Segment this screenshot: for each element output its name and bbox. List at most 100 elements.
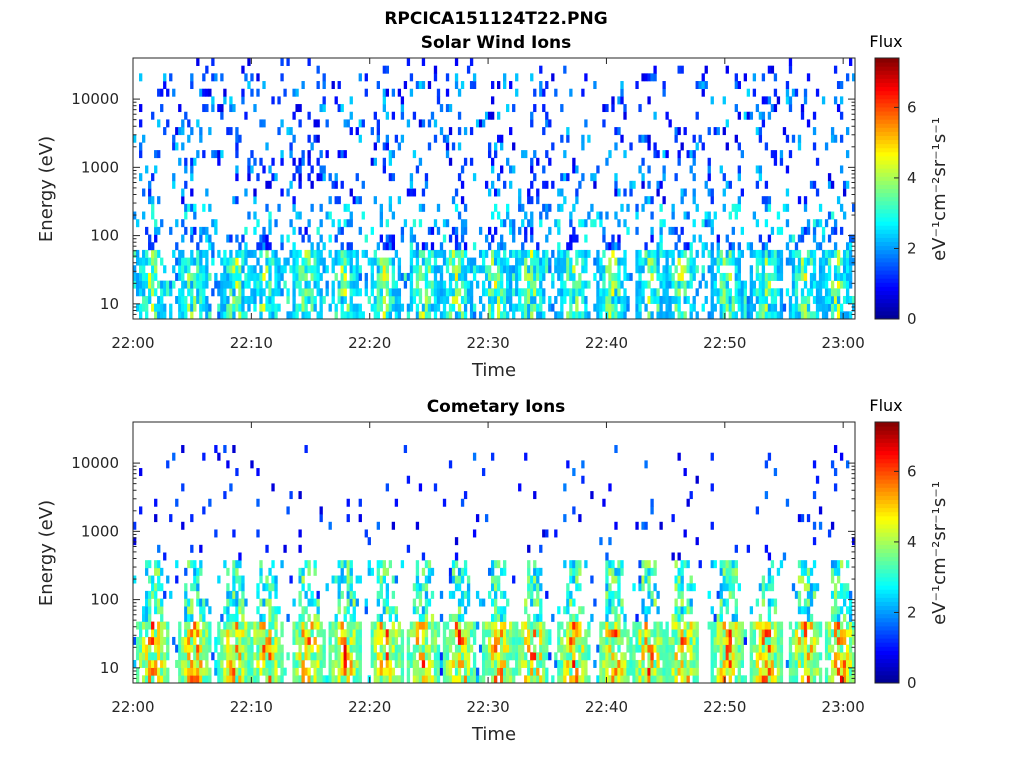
heatmap-cell: [136, 280, 140, 289]
heatmap-cell: [148, 272, 152, 281]
heatmap-cell: [226, 257, 230, 266]
heatmap-cell: [295, 621, 299, 630]
heatmap-cell: [148, 652, 152, 661]
heatmap-cell: [530, 583, 534, 592]
heatmap-cell: [689, 150, 693, 159]
heatmap-cell: [689, 652, 693, 661]
heatmap-cell: [635, 203, 639, 212]
heatmap-cell: [644, 629, 648, 638]
heatmap-cell: [457, 111, 462, 120]
heatmap-cell: [794, 288, 799, 297]
heatmap-cell: [818, 257, 823, 266]
heatmap-cell: [812, 521, 817, 530]
heatmap-cell: [205, 675, 209, 684]
heatmap-cell: [602, 119, 606, 128]
heatmap-cell: [454, 280, 459, 289]
colorbar-segment: [875, 282, 899, 287]
heatmap-cell: [289, 575, 293, 584]
heatmap-cell: [223, 249, 227, 258]
heatmap-cell: [385, 142, 390, 151]
heatmap-cell: [617, 288, 621, 297]
heatmap-cell: [250, 460, 254, 469]
heatmap-cell: [731, 583, 735, 592]
heatmap-cell: [343, 629, 347, 638]
heatmap-cell: [692, 173, 696, 182]
heatmap-cell: [719, 590, 723, 599]
heatmap-cell: [563, 280, 567, 289]
heatmap-cell: [184, 636, 188, 645]
heatmap-cell: [725, 288, 729, 297]
heatmap-cell: [497, 134, 501, 143]
heatmap-cell: [605, 157, 609, 166]
heatmap-cell: [346, 303, 350, 312]
heatmap-cell: [788, 249, 793, 258]
heatmap-cell: [566, 583, 570, 592]
heatmap-cell: [767, 675, 772, 684]
heatmap-cell: [349, 127, 353, 136]
heatmap-cell: [418, 644, 423, 653]
heatmap-cell: [466, 621, 471, 630]
heatmap-cell: [223, 644, 227, 653]
heatmap-cell: [731, 226, 735, 235]
heatmap-cell: [490, 598, 495, 607]
heatmap-cell: [421, 675, 426, 684]
heatmap-cell: [770, 598, 775, 607]
heatmap-cell: [415, 629, 420, 638]
heatmap-cell: [133, 659, 137, 668]
heatmap-cell: [728, 652, 732, 661]
heatmap-cell: [761, 621, 766, 630]
heatmap-cell: [238, 134, 242, 143]
heatmap-cell: [409, 265, 414, 274]
heatmap-cell: [481, 288, 486, 297]
heatmap-cell: [761, 288, 766, 297]
heatmap-cell: [815, 659, 820, 668]
heatmap-cell: [373, 621, 377, 630]
heatmap-cell: [154, 606, 158, 615]
heatmap-cell: [809, 590, 814, 599]
heatmap-cell: [229, 303, 233, 312]
colorbar-segment: [875, 115, 899, 120]
heatmap-cell: [527, 196, 531, 205]
heatmap-cell: [241, 621, 245, 630]
heatmap-cell: [442, 257, 447, 266]
heatmap-cell: [343, 575, 347, 584]
heatmap-cell: [704, 180, 708, 189]
heatmap-cell: [665, 150, 669, 159]
heatmap-cell: [530, 111, 534, 120]
heatmap-cell: [521, 629, 525, 638]
heatmap-cell: [253, 652, 257, 661]
heatmap-cell: [545, 211, 549, 220]
heatmap-cell: [812, 667, 817, 676]
heatmap-cell: [674, 606, 678, 615]
heatmap-cell: [442, 311, 447, 320]
heatmap-cell: [385, 583, 390, 592]
heatmap-cell: [704, 280, 708, 289]
colorbar-segment: [875, 176, 899, 181]
heatmap-cell: [244, 257, 248, 266]
heatmap-cell: [331, 575, 335, 584]
heatmap-cell: [475, 667, 480, 676]
heatmap-cell: [316, 288, 320, 297]
heatmap-cell: [388, 295, 393, 304]
heatmap-cell: [343, 219, 347, 228]
heatmap-cell: [512, 219, 516, 228]
heatmap-cell: [259, 157, 263, 166]
heatmap-cell: [241, 303, 245, 312]
heatmap-cell: [617, 598, 621, 607]
heatmap-cell: [349, 644, 353, 653]
heatmap-cell: [445, 621, 450, 630]
heatmap-cell: [412, 188, 417, 197]
heatmap-cell: [256, 529, 260, 538]
heatmap-cell: [731, 567, 735, 576]
heatmap-cell: [451, 675, 456, 684]
heatmap-cell: [764, 280, 769, 289]
heatmap-cell: [629, 652, 633, 661]
heatmap-cell: [388, 234, 393, 243]
heatmap-cell: [818, 667, 823, 676]
heatmap-cell: [812, 675, 817, 684]
heatmap-cell: [764, 460, 769, 469]
heatmap-cell: [259, 567, 263, 576]
heatmap-cell: [271, 575, 275, 584]
heatmap-cell: [494, 188, 498, 197]
heatmap-cell: [274, 173, 278, 182]
